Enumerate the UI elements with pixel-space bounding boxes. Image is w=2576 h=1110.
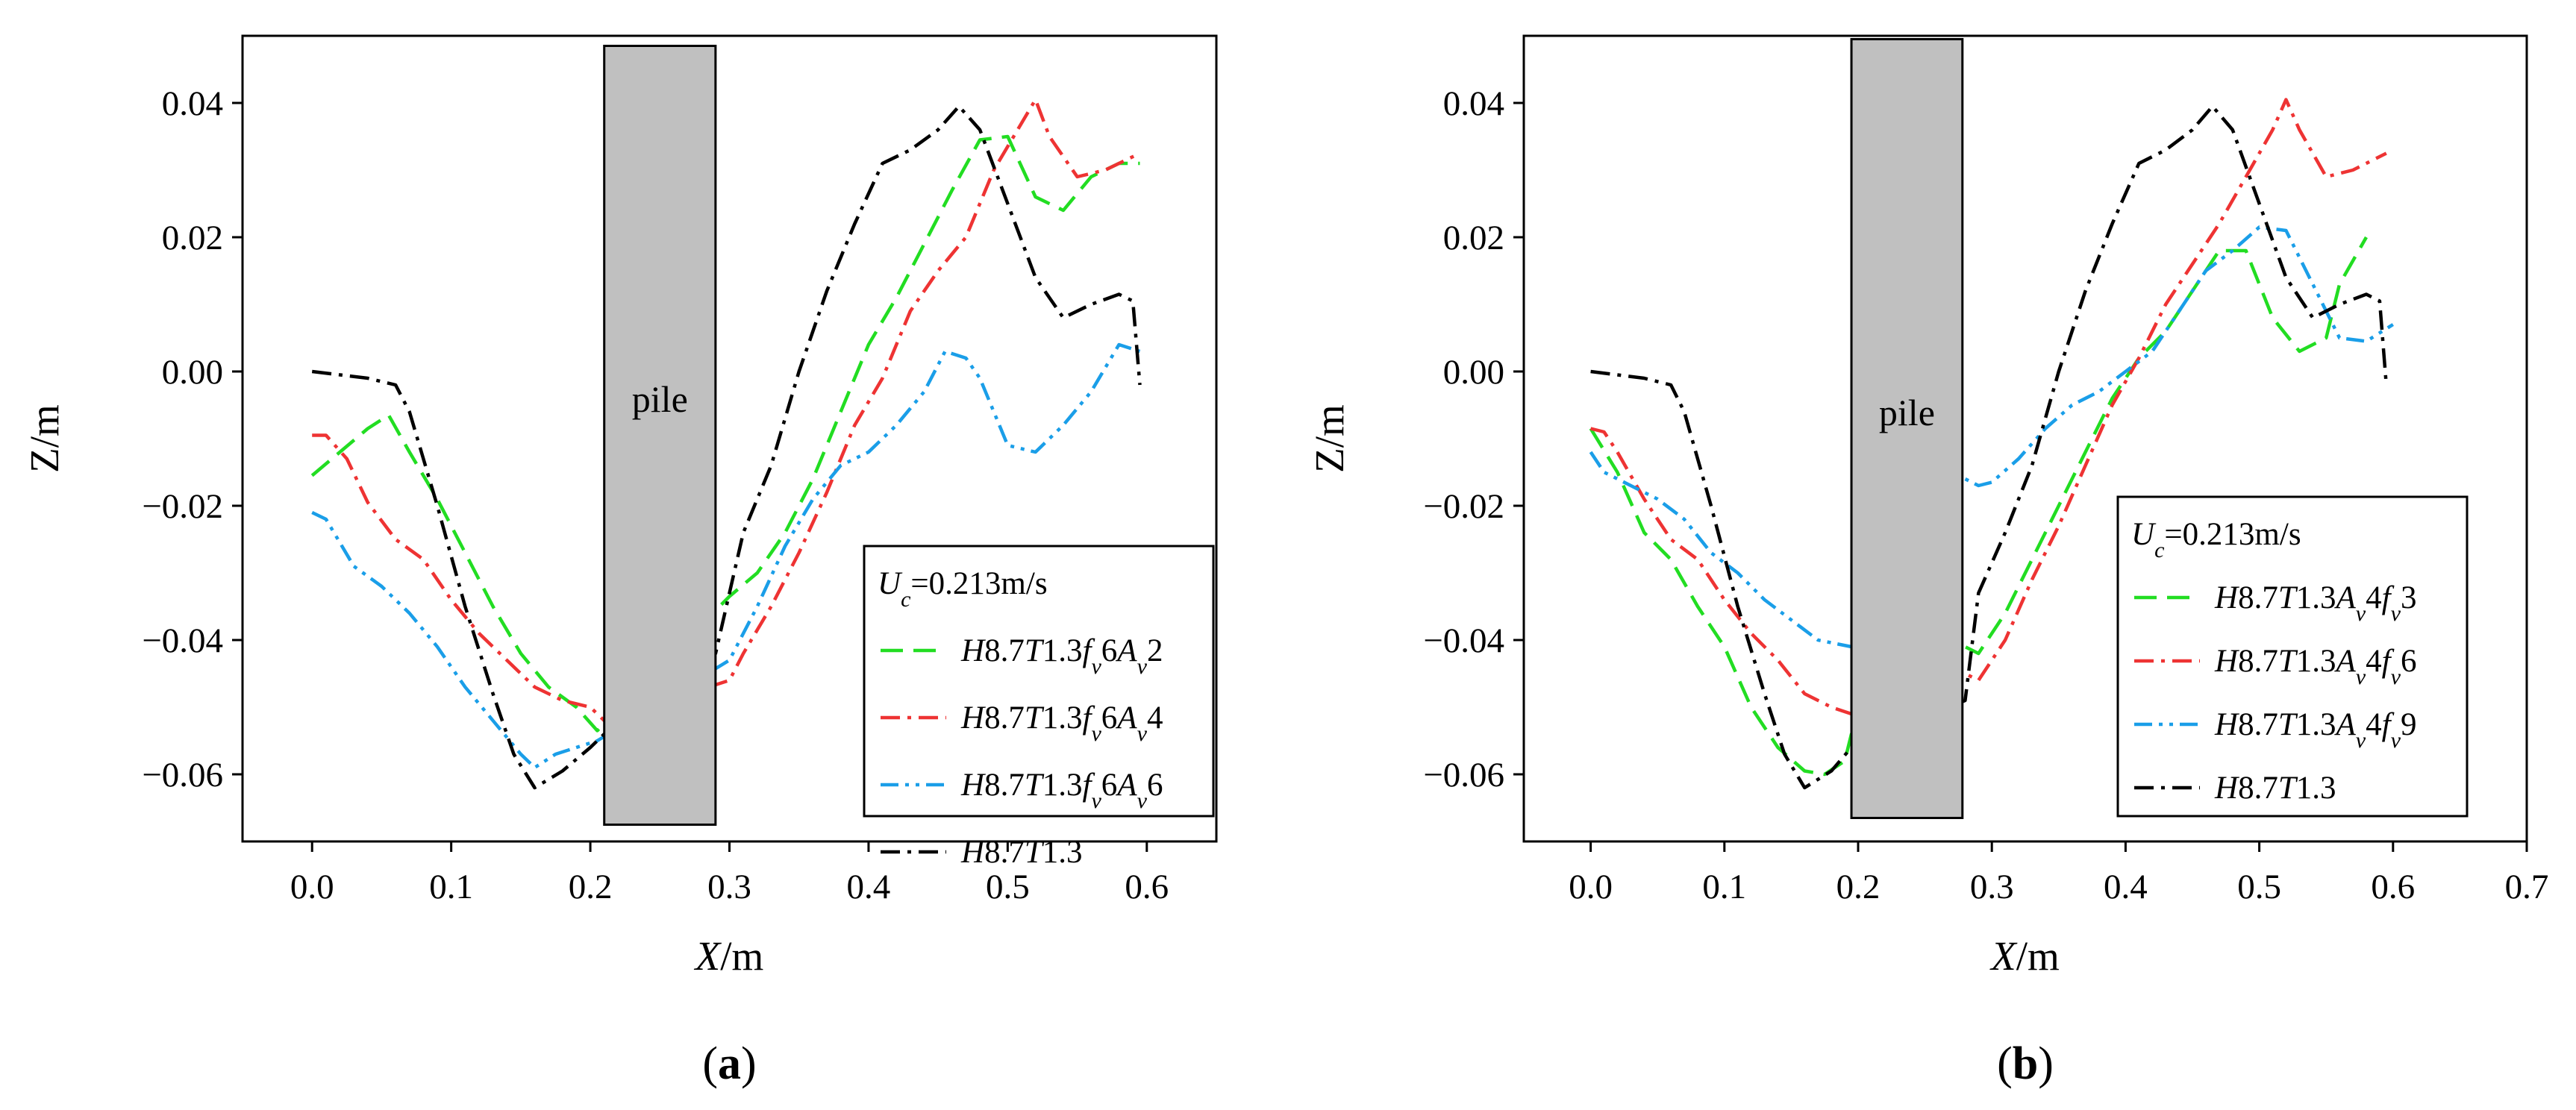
pile-label: pile [1879, 392, 1935, 433]
series-line-4 [1590, 104, 2389, 790]
legend-entry-3: H8.7T1.3Av4fv9 [2214, 707, 2416, 753]
legend-entry-2: H8.7T1.3fv6Av4 [960, 700, 1163, 746]
y-tick-label: 0.04 [162, 84, 223, 123]
x-tick-label: 0.3 [1970, 868, 2014, 906]
y-axis-title: Z/m [1307, 404, 1352, 473]
x-axis-title: X/m [1989, 933, 2060, 979]
legend: Uc=0.213m/s H8.7T1.3Av4fv3 H8.7T1.3Av4fv6 H… [2116, 495, 2469, 818]
y-tick-label: −0.06 [1423, 756, 1504, 794]
x-tick-label: 0.7 [2505, 868, 2549, 906]
y-tick-label: −0.06 [142, 756, 223, 794]
pile-block [603, 45, 717, 826]
legend-entry-1: H8.7T1.3Av4fv3 [2214, 580, 2416, 626]
chart-panel-a: pile 0.0 0.1 0.2 0.3 0.4 0.5 0.6 −0.06 −0.04 −0.02… [22, 34, 1218, 1089]
panel-label: (a) [702, 1038, 756, 1089]
legend-entry-1: H8.7T1.3fv6Av2 [960, 633, 1163, 679]
x-tick-label: 0.1 [1702, 868, 1746, 906]
series-line-2 [1590, 98, 2387, 716]
y-tick-label: −0.04 [142, 621, 223, 660]
series-line-3 [311, 342, 1141, 770]
series-group [1589, 98, 2394, 790]
legend-entry-4: H8.7T1.3 [2214, 771, 2336, 806]
x-tick-label: 0.5 [2237, 868, 2281, 906]
x-tick-label: 0.6 [2371, 868, 2415, 906]
panel-label: (b) [1997, 1038, 2054, 1089]
series-line-4 [311, 104, 1142, 790]
legend-box [863, 545, 1215, 818]
x-tick-label: 0.1 [429, 868, 473, 906]
legend-entry-4: H8.7T1.3 [960, 835, 1082, 870]
x-tick-label: 0.0 [290, 868, 334, 906]
series-line-1 [1589, 236, 2368, 777]
legend: Uc=0.213m/s H8.7T1.3fv6Av2 H8.7T1.3fv6Av4 H… [863, 545, 1215, 870]
x-tick-label: 0.6 [1125, 868, 1169, 906]
y-tick-label: −0.02 [1423, 487, 1504, 526]
series-line-1 [310, 134, 1140, 733]
y-tick-label: 0.02 [1443, 219, 1504, 257]
pile-label: pile [632, 378, 688, 420]
pile-block [1850, 38, 1964, 819]
chart-panel-b: pile 0.0 0.1 0.2 0.3 0.4 0.5 0.6 0.7 −0.06 −0.04 −0… [1307, 34, 2549, 1089]
legend-box [2116, 495, 2469, 818]
x-tick-label: 0.4 [847, 868, 891, 906]
x-tick-label: 0.4 [2104, 868, 2148, 906]
legend-title: Uc=0.213m/s [2131, 517, 2301, 562]
plot-frame [1522, 34, 2528, 843]
y-axis-title: Z/m [22, 404, 67, 473]
x-tick-label: 0.2 [1836, 868, 1881, 906]
legend-entry-3: H8.7T1.3fv6Av6 [960, 768, 1163, 813]
series-line-2 [312, 98, 1141, 723]
x-axis-title: X/m [694, 933, 764, 979]
y-tick-label: 0.00 [1443, 353, 1504, 392]
y-tick-label: 0.04 [1443, 84, 1504, 123]
legend-title: Uc=0.213m/s [878, 566, 1048, 612]
legend-entry-2: H8.7T1.3Av4fv6 [2214, 644, 2416, 689]
y-tick-label: 0.00 [162, 353, 223, 392]
x-tick-label: 0.5 [986, 868, 1030, 906]
y-tick-label: −0.02 [142, 487, 223, 526]
x-tick-label: 0.0 [1569, 868, 1613, 906]
y-tick-label: −0.04 [1423, 621, 1504, 660]
series-group [310, 98, 1142, 790]
x-tick-label: 0.2 [569, 868, 613, 906]
y-tick-label: 0.02 [162, 219, 223, 257]
x-tick-label: 0.3 [707, 868, 751, 906]
